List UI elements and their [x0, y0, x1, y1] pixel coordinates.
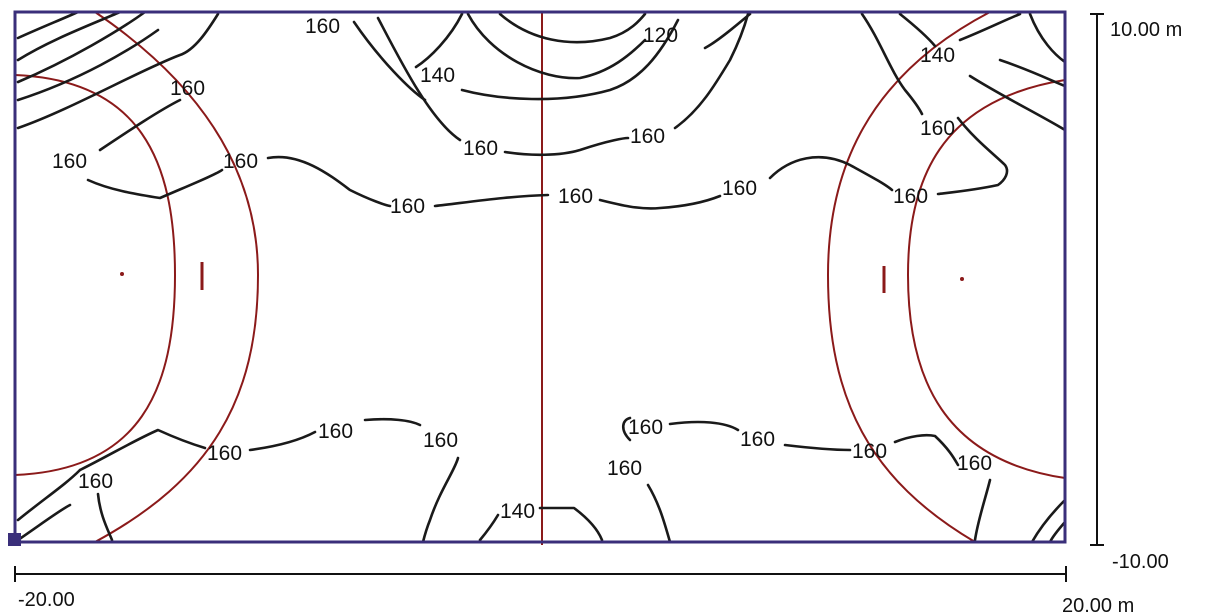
contour-line	[414, 12, 464, 69]
contour-line	[98, 98, 182, 152]
contour-line	[673, 12, 750, 130]
contour-line	[1030, 498, 1067, 544]
contour-line	[433, 193, 550, 208]
y-axis-top-label: 10.00 m	[1110, 19, 1182, 41]
contour-line	[936, 116, 1009, 196]
contour-label: 160	[957, 452, 992, 475]
contour-label: 160	[318, 420, 353, 443]
contour-line	[16, 468, 82, 522]
contour-line	[893, 433, 960, 467]
contour-line	[958, 12, 1022, 42]
contour-line	[16, 10, 147, 84]
contour-line	[466, 12, 647, 80]
contour-line	[78, 428, 207, 472]
contour-label: 160	[390, 195, 425, 218]
contour-label: 160	[740, 428, 775, 451]
contour-label: 140	[920, 44, 955, 67]
contour-line	[460, 18, 680, 101]
contour-line	[998, 58, 1067, 88]
x-dimension-axis: -20.00 20.00 m	[14, 566, 1134, 616]
contour-line	[266, 155, 392, 208]
contour-label: 160	[852, 440, 887, 463]
contour-labels: 160 120 140 160 160 160 160 160 160 160 …	[52, 15, 992, 523]
contour-line	[703, 12, 752, 50]
contour-label: 160	[463, 137, 498, 160]
contour-line	[352, 20, 427, 102]
contour-line	[768, 156, 894, 192]
contour-label: 160	[920, 117, 955, 140]
right-inner-arc	[906, 79, 1066, 479]
contour-line	[421, 456, 460, 544]
contour-line	[646, 483, 672, 544]
contour-label: 120	[643, 24, 678, 47]
contour-line	[1028, 12, 1067, 64]
contour-label: 160	[893, 185, 928, 208]
right-outer-arc	[826, 11, 991, 543]
contour-line	[16, 12, 220, 130]
contour-line	[783, 443, 852, 452]
contour-line	[376, 16, 462, 142]
contour-label: 160	[223, 150, 258, 173]
contour-line	[538, 506, 604, 542]
contour-label: 160	[722, 177, 757, 200]
contour-label: 160	[558, 185, 593, 208]
contour-label: 160	[305, 15, 340, 38]
contour-line	[503, 136, 630, 157]
contour-line	[973, 478, 992, 542]
contour-label: 160	[607, 457, 642, 480]
y-dimension-axis: 10.00 m -10.00	[1090, 13, 1182, 573]
area-frame	[13, 10, 1067, 544]
contour-line	[898, 12, 937, 48]
contour-line	[86, 168, 224, 200]
contour-line	[498, 12, 647, 44]
contour-line	[668, 420, 740, 432]
origin-marker	[8, 533, 21, 546]
left-spot	[120, 272, 124, 276]
contour-label: 160	[207, 442, 242, 465]
contour-label: 140	[500, 500, 535, 523]
contour-line	[96, 492, 114, 542]
contour-line	[478, 513, 500, 542]
contour-label: 160	[170, 77, 205, 100]
left-outer-arc	[94, 11, 260, 543]
x-axis-left-label: -20.00	[18, 589, 75, 611]
contour-label: 160	[628, 416, 663, 439]
contour-line	[16, 28, 160, 102]
contour-line	[16, 503, 72, 542]
right-spot	[960, 277, 964, 281]
contour-line	[860, 12, 924, 116]
contour-line	[598, 194, 722, 210]
contour-line	[621, 416, 632, 442]
contour-line	[16, 10, 122, 62]
court-lines	[14, 11, 1066, 545]
contour-label: 160	[52, 150, 87, 173]
contour-line	[968, 74, 1067, 132]
contour-line	[363, 417, 422, 427]
contour-label: 160	[630, 125, 665, 148]
contour-line	[1048, 520, 1067, 544]
x-axis-right-label: 20.00 m	[1062, 595, 1134, 616]
contour-label: 160	[423, 429, 458, 452]
left-inner-arc	[14, 74, 177, 476]
contour-line	[16, 10, 80, 40]
y-axis-bottom-label: -10.00	[1112, 551, 1169, 573]
contour-label: 140	[420, 64, 455, 87]
contour-line	[248, 430, 317, 452]
contour-label: 160	[78, 470, 113, 493]
contour-lines	[16, 10, 1067, 544]
